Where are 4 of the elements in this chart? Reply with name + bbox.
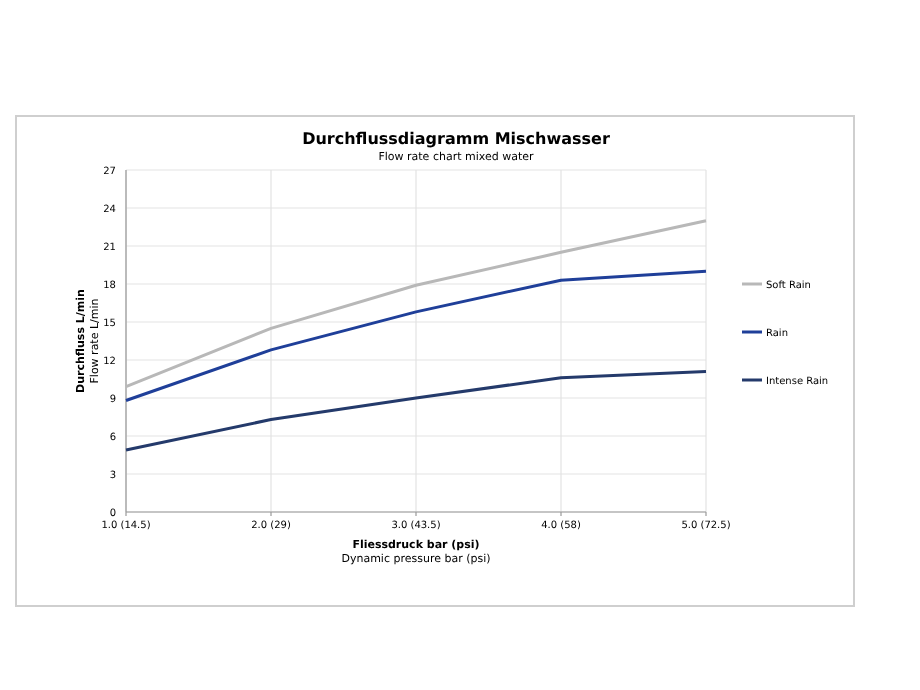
chart-title: Durchflussdiagramm Mischwasser <box>302 130 610 148</box>
line-series <box>124 269 708 403</box>
line-series <box>124 219 708 389</box>
line-series <box>124 369 708 452</box>
